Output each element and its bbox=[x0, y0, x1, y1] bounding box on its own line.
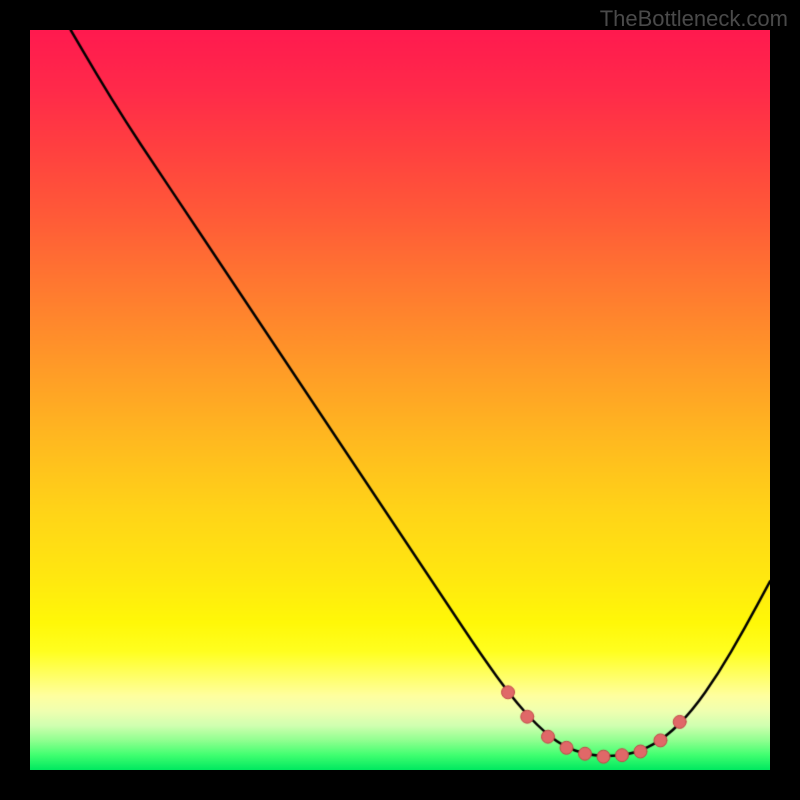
watermark-text: TheBottleneck.com bbox=[600, 6, 788, 32]
curve-overlay bbox=[30, 30, 770, 770]
chart-plot-area bbox=[30, 30, 770, 770]
